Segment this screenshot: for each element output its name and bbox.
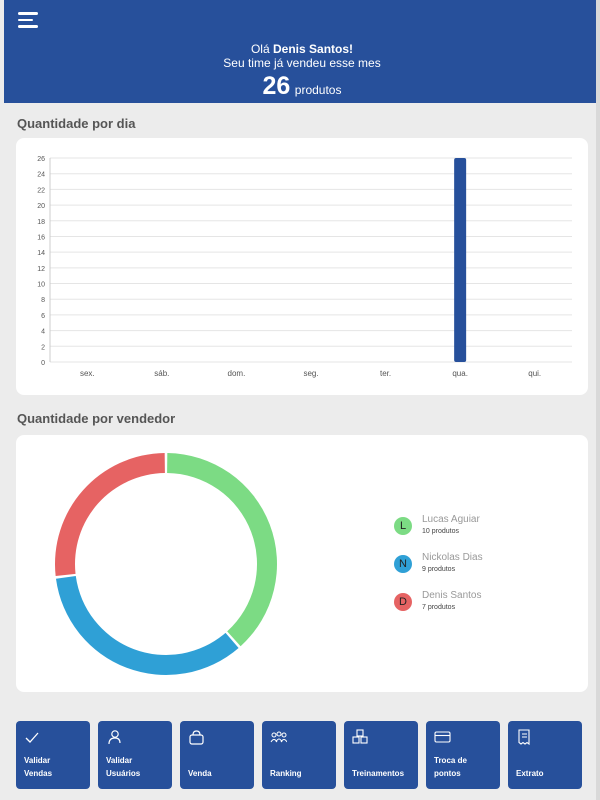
x-tick-label: sáb. [154, 369, 169, 378]
action-label-line: pontos [434, 769, 461, 778]
y-tick-label: 20 [37, 203, 45, 210]
user-icon [106, 729, 122, 745]
y-tick-label: 2 [41, 344, 45, 351]
legend-count: 10 produtos [422, 528, 459, 535]
legend-item[interactable]: L Lucas Aguiar 10 produtos [394, 514, 483, 535]
bag-icon [188, 729, 204, 745]
seller-donut-chart [55, 453, 278, 675]
x-tick-label: sex. [80, 369, 95, 378]
action-button[interactable]: Troca de pontos [426, 721, 500, 789]
action-label-line: Validar [24, 756, 51, 765]
check-icon [24, 729, 40, 745]
donut-slice[interactable] [167, 453, 278, 647]
seller-section-title: Quantidade por vendedor [17, 411, 176, 426]
card-icon [434, 729, 451, 745]
y-tick-label: 14 [37, 250, 45, 257]
legend-name: Nickolas Dias [422, 552, 483, 563]
receipt-icon [516, 729, 532, 746]
action-bar: Validar Vendas Validar Usuários Venda Ranking… [16, 721, 582, 789]
action-label-line: Vendas [24, 769, 53, 778]
action-button[interactable]: Validar Usuários [98, 721, 172, 789]
donut-slice[interactable] [55, 576, 239, 675]
action-label-line: Troca de [434, 756, 467, 765]
total-count: 26 [262, 72, 291, 100]
legend-count: 9 produtos [422, 566, 456, 573]
action-label: Ranking [270, 767, 334, 780]
x-tick-label: seg. [303, 369, 318, 378]
legend-avatar: N [394, 555, 412, 573]
user-name: Denis Santos! [273, 42, 354, 56]
y-tick-label: 22 [37, 187, 45, 194]
y-tick-label: 4 [41, 329, 45, 336]
total-sold: 26 produtos [4, 72, 600, 101]
legend-item[interactable]: N Nickolas Dias 9 produtos [394, 552, 483, 573]
scrollbar[interactable] [596, 0, 600, 800]
menu-icon[interactable] [18, 12, 40, 30]
seller-chart-card: L Lucas Aguiar 10 produtos N Nickolas Dias 9 … [16, 435, 588, 692]
legend-avatar: D [394, 593, 412, 611]
y-tick-label: 10 [37, 282, 45, 289]
y-tick-label: 0 [41, 360, 45, 367]
legend-avatar: L [394, 517, 412, 535]
x-tick-label: qui. [528, 369, 541, 378]
legend-item[interactable]: D Denis Santos 7 produtos [394, 590, 483, 611]
action-button[interactable]: Validar Vendas [16, 721, 90, 789]
y-tick-label: 18 [37, 219, 45, 226]
y-tick-label: 26 [37, 156, 45, 163]
action-label: Validar Usuários [106, 754, 170, 780]
x-tick-label: ter. [380, 369, 391, 378]
action-label-line: Treinamentos [352, 769, 405, 778]
x-tick-label: qua. [452, 369, 468, 378]
action-button[interactable]: Extrato [508, 721, 582, 789]
action-label-line: Extrato [516, 769, 544, 778]
action-label-line: Venda [188, 769, 212, 778]
action-label-line: Validar [106, 756, 133, 765]
header: Olá Denis Santos! Seu time já vendeu ess… [4, 0, 600, 103]
action-label-line: Usuários [106, 769, 141, 778]
boxes-icon [352, 729, 368, 745]
legend-name: Lucas Aguiar [422, 514, 480, 525]
seller-legend: L Lucas Aguiar 10 produtos N Nickolas Dias 9 … [394, 514, 483, 628]
y-tick-label: 24 [37, 172, 45, 179]
action-button[interactable]: Venda [180, 721, 254, 789]
action-label-line: Ranking [270, 769, 302, 778]
action-label: Venda [188, 767, 252, 780]
legend-name: Denis Santos [422, 590, 482, 601]
x-tick-label: dom. [228, 369, 246, 378]
total-unit: produtos [294, 83, 342, 97]
action-label: Extrato [516, 767, 580, 780]
action-button[interactable]: Ranking [262, 721, 336, 789]
daily-section-title: Quantidade por dia [17, 116, 136, 131]
donut-slice[interactable] [55, 453, 165, 577]
daily-chart-card: 0 2 4 6 8 10 12 14 16 18 20 22 24 26 sex. sáb. dom. seg. t… [16, 138, 588, 395]
action-label: Treinamentos [352, 767, 416, 780]
greeting: Olá Denis Santos! [4, 42, 600, 56]
group-icon [270, 729, 288, 745]
action-label: Validar Vendas [24, 754, 88, 780]
action-label: Troca de pontos [434, 754, 498, 780]
y-tick-label: 8 [41, 297, 45, 304]
action-button[interactable]: Treinamentos [344, 721, 418, 789]
y-tick-label: 6 [41, 313, 45, 320]
legend-count: 7 produtos [422, 604, 456, 611]
y-tick-label: 12 [37, 266, 45, 273]
greeting-prefix: Olá [250, 42, 270, 56]
bar[interactable] [454, 158, 467, 362]
subtitle: Seu time já vendeu esse mes [223, 56, 381, 70]
y-tick-label: 16 [37, 234, 45, 241]
